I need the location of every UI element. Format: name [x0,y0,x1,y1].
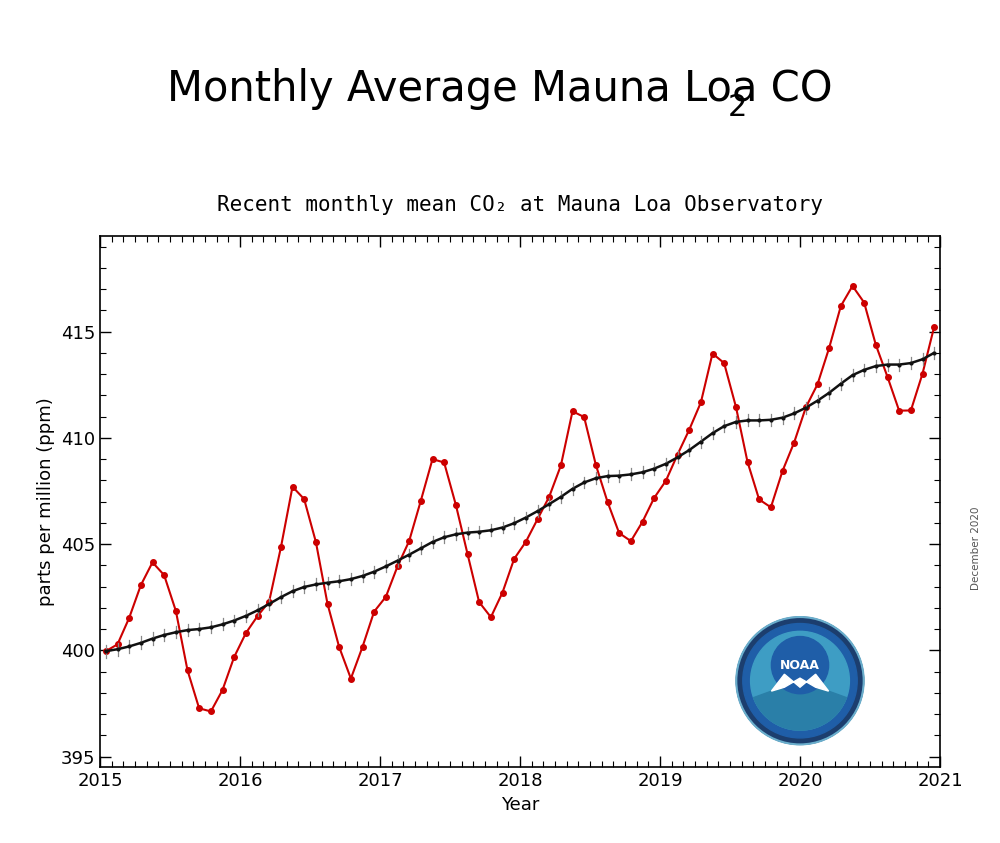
Text: NOAA: NOAA [780,658,820,672]
Text: 2: 2 [728,93,747,121]
Circle shape [751,631,849,730]
Circle shape [743,624,857,738]
Wedge shape [754,681,846,730]
Polygon shape [771,674,829,691]
Circle shape [736,617,864,744]
Y-axis label: parts per million (ppm): parts per million (ppm) [37,397,55,606]
Text: Monthly Average Mauna Loa CO: Monthly Average Mauna Loa CO [167,67,833,110]
Text: December 2020: December 2020 [971,506,981,590]
Text: Recent monthly mean CO₂ at Mauna Loa Observatory: Recent monthly mean CO₂ at Mauna Loa Obs… [217,195,823,215]
X-axis label: Year: Year [501,796,539,813]
Circle shape [771,636,829,694]
